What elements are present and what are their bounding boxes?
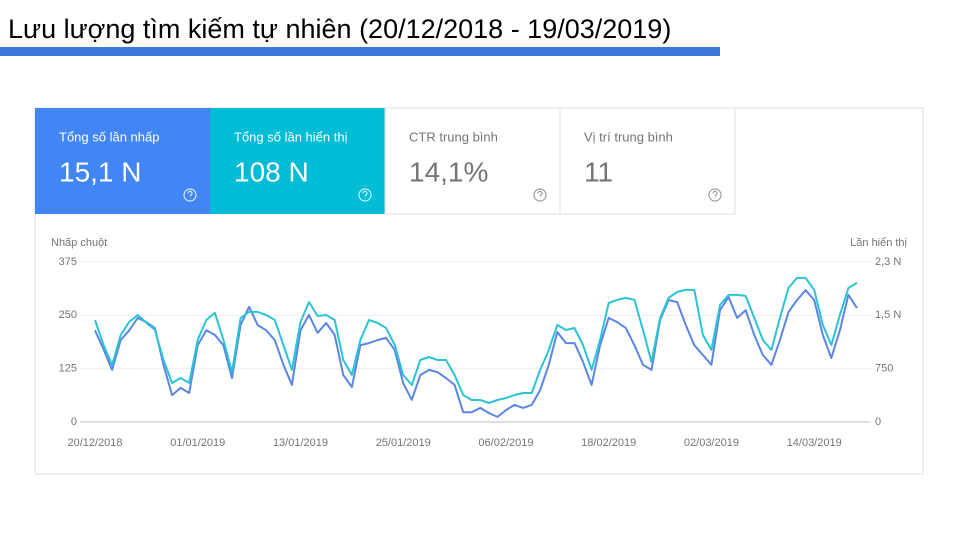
series-line	[94, 276, 858, 404]
title-underline	[0, 47, 720, 56]
slide-title: Lưu lượng tìm kiếm tự nhiên (20/12/2018 …	[8, 14, 671, 44]
x-tick-label: 20/12/2018	[67, 437, 122, 449]
card-value: 14,1%	[409, 156, 488, 187]
card-value: 11	[584, 156, 613, 187]
y-tick-label: 250	[59, 309, 77, 321]
card-label: Tổng số lần hiển thị	[234, 129, 348, 144]
help-icon-glyph	[187, 190, 193, 199]
y-tick-label: 125	[59, 363, 77, 375]
series-line	[94, 289, 858, 418]
help-icon-glyph	[712, 190, 718, 199]
y-tick-label: 0	[71, 416, 77, 428]
y2-tick-label: 750	[875, 363, 893, 375]
metric-card[interactable]	[559, 107, 736, 215]
x-tick-label: 18/02/2019	[581, 437, 636, 449]
y-tick-label: 375	[59, 256, 77, 268]
card-label: Tổng số lần nhấp	[59, 129, 159, 144]
card-value: 108 N	[234, 156, 309, 187]
x-tick-label: 02/03/2019	[684, 437, 739, 449]
metric-card[interactable]	[384, 107, 561, 215]
metric-card[interactable]	[35, 108, 210, 214]
help-icon[interactable]	[183, 188, 197, 202]
x-tick-label: 01/01/2019	[170, 437, 225, 449]
y2-axis-label: Lần hiển thị	[850, 237, 907, 249]
y2-tick-label: 2,3 N	[875, 256, 901, 268]
metric-card[interactable]	[210, 108, 385, 214]
x-tick-label: 14/03/2019	[787, 437, 842, 449]
help-icon-glyph	[537, 190, 543, 199]
help-icon[interactable]	[358, 188, 372, 202]
x-tick-label: 25/01/2019	[376, 437, 431, 449]
y2-tick-label: 0	[875, 416, 881, 428]
help-icon[interactable]	[533, 188, 547, 202]
card-value: 15,1 N	[59, 156, 142, 187]
card-label: Vị trí trung bình	[584, 129, 673, 144]
card-label: CTR trung bình	[409, 129, 498, 144]
help-icon[interactable]	[708, 188, 722, 202]
y2-tick-label: 1,5 N	[875, 309, 901, 321]
help-icon-glyph	[362, 190, 368, 199]
x-tick-label: 06/02/2019	[478, 437, 533, 449]
y-axis-label: Nhấp chuột	[51, 237, 107, 249]
x-tick-label: 13/01/2019	[273, 437, 328, 449]
